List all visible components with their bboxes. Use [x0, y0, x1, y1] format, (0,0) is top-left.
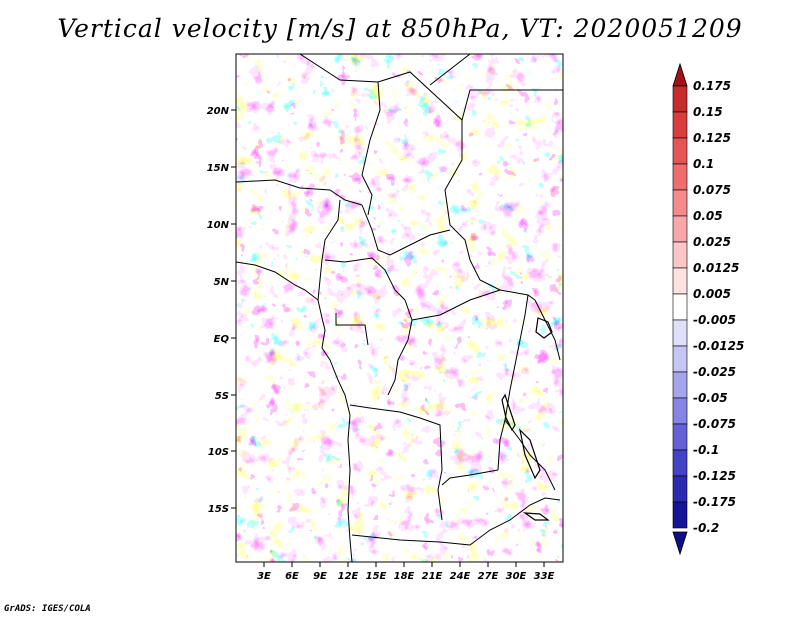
lon-label-12e: 12E	[338, 571, 359, 582]
lat-label-15s: 15S	[208, 504, 229, 515]
lat-label-15n: 15N	[207, 163, 230, 174]
colorbar-swatch	[672, 397, 688, 425]
colorbar-swatch	[672, 163, 688, 191]
lat-label-10n: 10N	[207, 220, 230, 231]
lon-label-30e: 30E	[506, 571, 527, 582]
colorbar-swatch	[672, 345, 688, 373]
colorbar-label: 0.05	[693, 209, 723, 223]
lon-label-6e: 6E	[285, 571, 299, 582]
lon-label-27e: 27E	[478, 571, 499, 582]
colorbar-swatch	[672, 319, 688, 347]
colorbar-label: -0.175	[693, 495, 736, 509]
colorbar-label: 0.0125	[693, 261, 739, 275]
colorbar-swatch	[672, 501, 688, 529]
colorbar-label: 0.15	[693, 105, 723, 119]
lat-label-10s: 10S	[208, 447, 229, 458]
lon-axis: 3E 6E 9E 12E 15E 18E 21E 24E 27E 30E 33E	[257, 562, 555, 582]
colorbar-bottom-arrow	[672, 531, 688, 556]
colorbar-swatch	[672, 215, 688, 243]
map-frame	[235, 53, 564, 563]
lon-label-9e: 9E	[313, 571, 327, 582]
colorbar-label: -0.025	[693, 365, 736, 379]
lon-label-33e: 33E	[534, 571, 555, 582]
colorbar: 0.175 0.15 0.125 0.1 0.075 0.05 0.025 0.0125 0.0…	[672, 62, 744, 556]
colorbar-label: 0.075	[693, 183, 731, 197]
lat-label-eq: EQ	[214, 334, 230, 345]
colorbar-label: -0.005	[693, 313, 736, 327]
lon-label-24e: 24E	[450, 571, 471, 582]
lon-label-3e: 3E	[257, 571, 271, 582]
colorbar-swatch	[672, 111, 688, 139]
map-panel	[236, 54, 563, 562]
colorbar-label: -0.2	[693, 521, 719, 535]
colorbar-swatch	[672, 475, 688, 503]
lakes	[501, 317, 553, 521]
lat-label-5s: 5S	[215, 391, 229, 402]
colorbar-swatch	[672, 423, 688, 451]
colorbar-label: -0.0125	[693, 339, 744, 353]
colorbar-swatch	[672, 137, 688, 165]
colorbar-label: -0.125	[693, 469, 736, 483]
colorbar-swatch	[672, 85, 688, 113]
colorbar-label: -0.05	[693, 391, 728, 405]
colorbar-label: -0.075	[693, 417, 736, 431]
colorbar-label: 0.005	[693, 287, 731, 301]
colorbar-swatch	[672, 293, 688, 321]
lon-label-21e: 21E	[422, 571, 443, 582]
chart-title: Vertical velocity [m/s] at 850hPa, VT: 2…	[57, 14, 743, 43]
colorbar-top-arrow	[672, 62, 688, 87]
lon-label-18e: 18E	[394, 571, 415, 582]
lat-label-20n: 20N	[207, 106, 230, 117]
lat-label-5n: 5N	[214, 277, 230, 288]
colorbar-swatch	[672, 449, 688, 477]
lat-axis: 20N 15N 10N 5N EQ 5S 10S 15S	[207, 106, 236, 515]
colorbar-label: 0.125	[693, 131, 731, 145]
colorbar-label: 0.175	[693, 79, 731, 93]
colorbar-swatch	[672, 189, 688, 217]
grads-credit: GrADS: IGES/COLA	[4, 604, 91, 614]
lon-label-15e: 15E	[366, 571, 387, 582]
colorbar-swatch	[672, 371, 688, 399]
vertical-velocity-field	[236, 54, 563, 562]
colorbar-swatch	[672, 267, 688, 295]
colorbar-label: 0.1	[693, 157, 714, 171]
colorbar-label: 0.025	[693, 235, 731, 249]
country-borders	[236, 54, 563, 562]
colorbar-swatch	[672, 241, 688, 269]
colorbar-label: -0.1	[693, 443, 719, 457]
